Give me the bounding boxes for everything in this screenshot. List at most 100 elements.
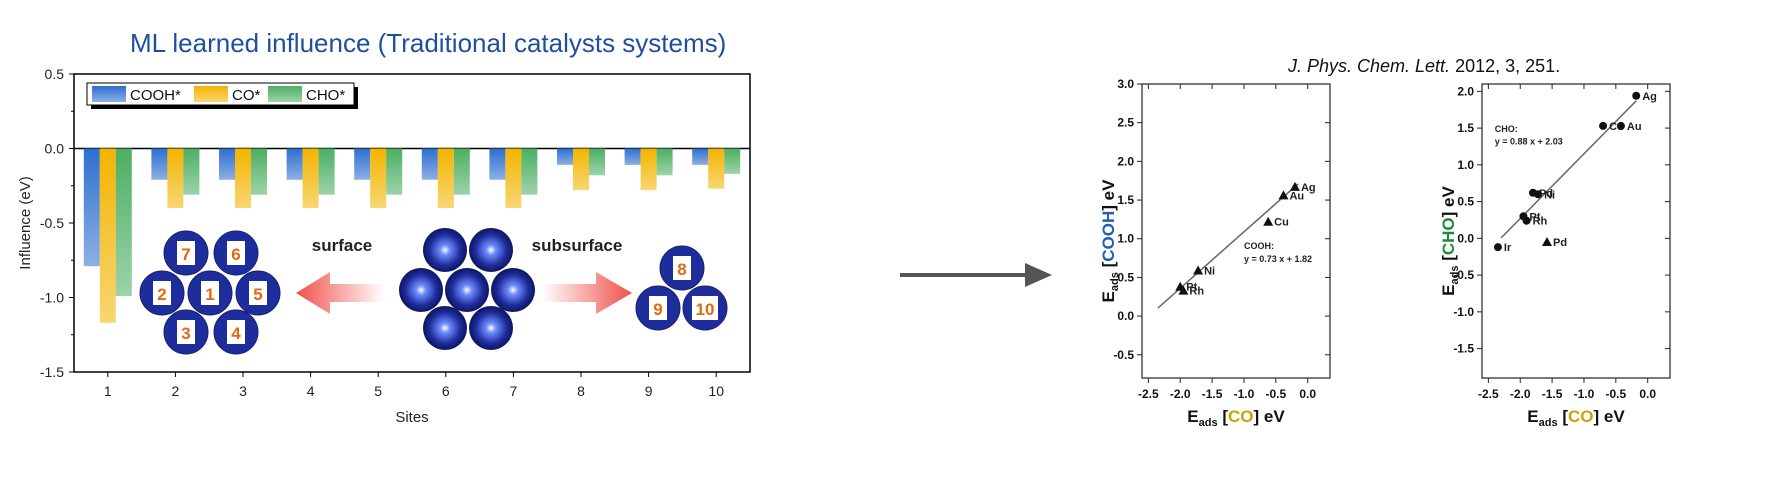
site-number: 10 (696, 300, 715, 319)
fit-annotation-label: COOH: (1244, 241, 1274, 251)
y-tick-label: -1.5 (40, 364, 64, 380)
site-number: 8 (677, 260, 686, 279)
y-axis-label-bracket: CHO (1440, 217, 1458, 255)
x-tick-label: -0.5 (1265, 387, 1286, 401)
data-point-triangle (1278, 190, 1289, 200)
bar-cooh (354, 148, 371, 180)
legend-swatch (268, 86, 302, 102)
x-tick-label: 4 (307, 383, 315, 399)
legend-swatch (194, 86, 228, 102)
y-tick-label: 0.0 (45, 141, 65, 157)
x-tick-label: 0.0 (1299, 387, 1316, 401)
reference-journal: J. Phys. Chem. Lett. (1288, 56, 1451, 76)
y-axis-label-close: ] (1440, 207, 1458, 217)
x-axis-label-main: E (1527, 407, 1538, 426)
bar-cho (183, 148, 200, 195)
left-panel-title: ML learned influence (Traditional cataly… (130, 28, 727, 58)
site-label-box (177, 241, 195, 265)
y-axis-label-open: [ (1440, 255, 1458, 266)
site-number: 3 (181, 324, 190, 343)
bar-co (437, 148, 454, 209)
x-tick-label: -2.0 (1510, 387, 1531, 401)
y-tick-label: 0.0 (1457, 231, 1474, 245)
bar-co (708, 148, 725, 189)
bar-cooh (151, 148, 168, 180)
point-label: Au (1289, 190, 1304, 202)
subsurface-arrow (542, 272, 632, 314)
x-tick-label: -1.5 (1542, 387, 1563, 401)
site-label-box (227, 320, 245, 344)
y-tick-label: 0.5 (45, 66, 65, 82)
plot-frame (1141, 83, 1331, 379)
slab-atom (491, 268, 535, 312)
site-label-box (673, 256, 691, 280)
x-tick-label: -2.5 (1138, 387, 1159, 401)
bar-cho (521, 148, 538, 195)
y-axis-label-unit: eV (1100, 179, 1118, 200)
point-label: Ni (1204, 265, 1215, 277)
x-tick-label: 7 (510, 383, 518, 399)
data-point-triangle (1193, 265, 1204, 275)
legend-label: CHO* (306, 87, 345, 104)
slab-atom (423, 306, 467, 350)
point-label: Ir (1504, 242, 1512, 254)
bar-cooh (83, 148, 100, 267)
site-number: 4 (231, 324, 241, 343)
y-axis-label-subscript: ads (1109, 272, 1121, 291)
bar-co (167, 148, 184, 209)
data-point-circle (1493, 243, 1502, 252)
bar-cooh (489, 148, 506, 180)
x-tick-label: -1.0 (1574, 387, 1595, 401)
site-number: 1 (205, 285, 214, 304)
bar-cho (724, 148, 741, 174)
y-axis-label-main: E (1440, 284, 1458, 295)
site-label-box (249, 281, 267, 305)
point-label: Cu (1274, 217, 1289, 229)
slab-atom (423, 228, 467, 272)
slab-atom (445, 268, 489, 312)
x-tick-label: -1.5 (1202, 387, 1223, 401)
x-tick-label: -2.5 (1478, 387, 1499, 401)
bar-cooh (219, 148, 235, 180)
site-number: 2 (157, 285, 166, 304)
legend-label: COOH* (130, 87, 181, 104)
data-point-circle (1534, 190, 1543, 199)
site-number: 5 (253, 285, 262, 304)
bar-cho (453, 148, 470, 195)
x-axis-label-unit: eV (1264, 407, 1285, 426)
cho-scatter-plot: -2.5 -2.0 -1.5 -1.0 -0.5 0.0 2.0 1.5 1.0 0.5 0.0 -0… (1440, 83, 1671, 429)
site-number: 7 (181, 245, 190, 264)
point-label: Rh (1533, 216, 1548, 228)
point-label: Au (1627, 121, 1642, 133)
x-tick-label: 10 (708, 383, 724, 399)
point-label: Ag (1642, 91, 1657, 103)
site-label-box (177, 320, 195, 344)
bar-co (235, 148, 251, 209)
surface-arrow (296, 272, 384, 314)
y-tick-label: 0.5 (1457, 195, 1474, 209)
legend-label: CO* (232, 87, 261, 104)
data-point-circle (1599, 121, 1608, 130)
y-tick-label: 1.0 (1457, 158, 1474, 172)
x-tick-label: 1 (104, 383, 112, 399)
bar-co (302, 148, 319, 209)
point-label: Pt (1186, 282, 1197, 294)
y-tick-label: 1.5 (1117, 193, 1134, 207)
y-tick-label: 1.0 (1117, 232, 1134, 246)
y-tick-label: -1.5 (1453, 342, 1474, 356)
y-tick-label: 0.0 (1117, 309, 1134, 323)
site-number: 6 (231, 245, 240, 264)
y-axis-label: Influence (eV) (17, 176, 34, 269)
x-tick-label: -0.5 (1605, 387, 1626, 401)
reference-details: 2012, 3, 251. (1450, 56, 1561, 76)
y-tick-label: 1.5 (1457, 121, 1474, 135)
bar-cooh (557, 148, 573, 165)
x-tick-label: 3 (239, 383, 247, 399)
x-axis-label-bracket: CO (1228, 407, 1254, 426)
bar-cho (251, 148, 267, 195)
fit-annotation-label: CHO: (1495, 124, 1518, 134)
y-axis-label-subscript: ads (1449, 266, 1461, 285)
bar-cho (386, 148, 403, 195)
x-tick-label: 5 (374, 383, 382, 399)
x-axis-label-open: [ (1218, 407, 1229, 426)
